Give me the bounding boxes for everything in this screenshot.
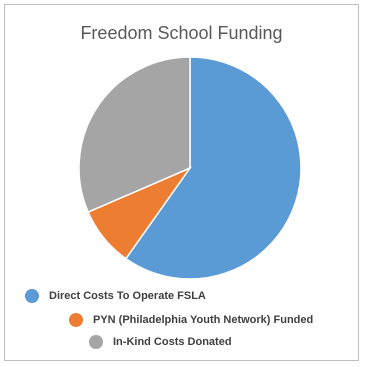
legend-item-pyn-funded: PYN (Philadelphia Youth Network) Funded [69,313,313,327]
legend-swatch-direct-costs [25,289,39,303]
pie-chart [78,56,302,280]
legend-item-direct-costs: Direct Costs To Operate FSLA [25,289,206,303]
legend-label-direct-costs: Direct Costs To Operate FSLA [49,290,206,302]
chart-frame: Freedom School Funding Direct Costs To O… [4,4,359,361]
legend-swatch-pyn-funded [69,313,83,327]
legend-item-in-kind: In-Kind Costs Donated [89,335,232,349]
chart-title: Freedom School Funding [80,23,283,43]
pie-slice-direct-costs [124,56,302,280]
legend-swatch-in-kind [89,335,103,349]
pie-slice-in-kind [78,56,191,214]
legend-label-in-kind: In-Kind Costs Donated [113,336,232,348]
legend-label-pyn-funded: PYN (Philadelphia Youth Network) Funded [93,314,314,326]
